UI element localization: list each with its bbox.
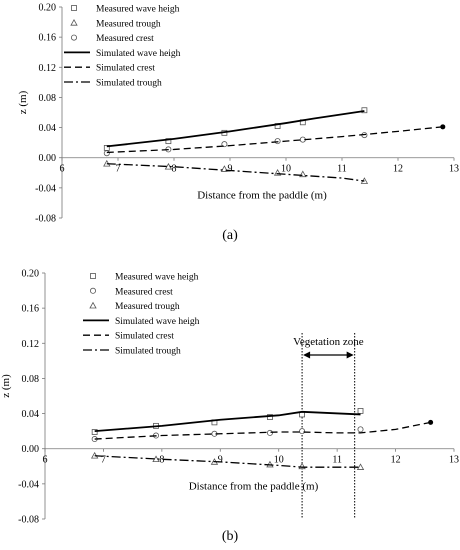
legend-symbol [90, 287, 97, 294]
series-simulated-wave-heigh-line [106, 110, 365, 148]
legend-label: Simulated trough [96, 79, 162, 89]
x-tick-label: 10 [274, 455, 284, 466]
y-tick-label: 0.20 [39, 3, 57, 14]
x-tick-label: 9 [228, 164, 233, 175]
series-measured-wave-heigh-point [91, 429, 98, 435]
series-simulated-crest-end-point [440, 124, 446, 130]
zone-arrowhead-right [346, 351, 354, 359]
y-tick-label: 0.08 [22, 374, 40, 385]
y-tick-label: 0.16 [39, 33, 57, 44]
y-tick-label: 0.12 [22, 339, 40, 350]
y-tick-label: 0.00 [22, 444, 40, 455]
legend-label: Measured wave heigh [96, 5, 180, 15]
x-tick-label: 13 [449, 164, 459, 175]
x-axis-label: Distance from the paddle (m) [197, 190, 327, 202]
legend-label: Measured trough [96, 19, 161, 29]
x-tick-label: 11 [337, 164, 347, 175]
y-tick-label: -0.04 [18, 479, 39, 490]
legend-symbol [71, 34, 78, 41]
series-measured-crest-point [266, 429, 273, 436]
legend-label: Simulated trough [115, 347, 181, 357]
series-measured-crest-point [221, 141, 228, 148]
y-tick-label: 0.08 [39, 93, 57, 104]
series-measured-wave-heigh-point [361, 107, 368, 114]
series-measured-crest-point [357, 426, 364, 433]
x-tick-label: 9 [218, 455, 223, 466]
chart-panel-a: 0.20 0.16 0.12 0.08 0.04 0.00 -0.04 -0.08 6 7 8 9 10… [17, 3, 459, 244]
x-tick-label: 12 [393, 164, 403, 175]
legend-label: Measured wave heigh [115, 273, 199, 283]
y-tick-label: 0.00 [39, 153, 57, 164]
series-measured-crest-point [103, 150, 110, 157]
legend-label: Measured trough [115, 302, 180, 312]
x-tick-label: 12 [391, 455, 401, 466]
x-tick-label: 6 [60, 164, 65, 175]
x-tick-label: 7 [101, 455, 106, 466]
series-simulated-trough-line [106, 163, 365, 182]
zone-arrowhead-left [303, 351, 311, 359]
y-tick-label: 0.04 [22, 409, 40, 420]
series-measured-trough-point [298, 462, 306, 470]
panel-label: (a) [222, 228, 238, 243]
y-tick-label: -0.08 [18, 515, 39, 526]
series-simulated-wave-heigh-line [94, 410, 361, 433]
y-tick-label: 0.20 [22, 269, 40, 280]
series-measured-crest-point [299, 428, 306, 435]
legend-label: Measured crest [115, 287, 173, 297]
legend-symbol [89, 301, 97, 309]
series-measured-wave-heigh-point [357, 408, 364, 414]
y-tick-label: 0.12 [39, 63, 57, 74]
series-simulated-crest-line [94, 421, 431, 440]
panel-label: (b) [222, 529, 239, 544]
x-tick-label: 11 [332, 455, 342, 466]
series-measured-trough-point [356, 463, 365, 470]
legend-symbol [90, 273, 96, 279]
legend-label: Simulated crest [115, 332, 174, 342]
y-tick-label: -0.04 [35, 183, 56, 194]
series-simulated-crest-end-point [428, 419, 434, 425]
legend-symbol [70, 18, 78, 26]
x-tick-label: 10 [281, 164, 291, 175]
legend-label: Measured crest [96, 34, 154, 44]
x-tick-label: 6 [43, 455, 48, 466]
legend-label: Simulated wave heigh [115, 317, 200, 327]
legend-label: Simulated crest [96, 64, 155, 74]
x-tick-label: 8 [172, 164, 177, 175]
annotation-label: Vegetation zone [293, 336, 364, 348]
y-tick-label: 0.04 [39, 123, 57, 134]
chart-panel-b: 0.20 0.16 0.12 0.08 0.04 0.00 -0.04 -0.08 6 7 8 9 10… [0, 269, 459, 545]
series-simulated-crest-line [106, 126, 443, 154]
x-axis-label: Distance from the paddle (m) [189, 481, 319, 493]
y-tick-label: 0.16 [22, 304, 40, 315]
x-tick-label: 13 [449, 455, 459, 466]
series-measured-crest-point [274, 138, 281, 145]
legend-label: Simulated wave heigh [96, 49, 181, 59]
series-measured-wave-heigh-point [267, 414, 273, 420]
x-tick-label: 8 [159, 455, 164, 466]
series-simulated-trough-line [94, 455, 361, 468]
y-axis-label: z (m) [17, 90, 29, 114]
y-axis-label: z (m) [0, 374, 12, 398]
x-tick-label: 7 [116, 164, 121, 175]
legend-symbol [71, 5, 77, 11]
y-tick-label: -0.08 [35, 214, 56, 225]
